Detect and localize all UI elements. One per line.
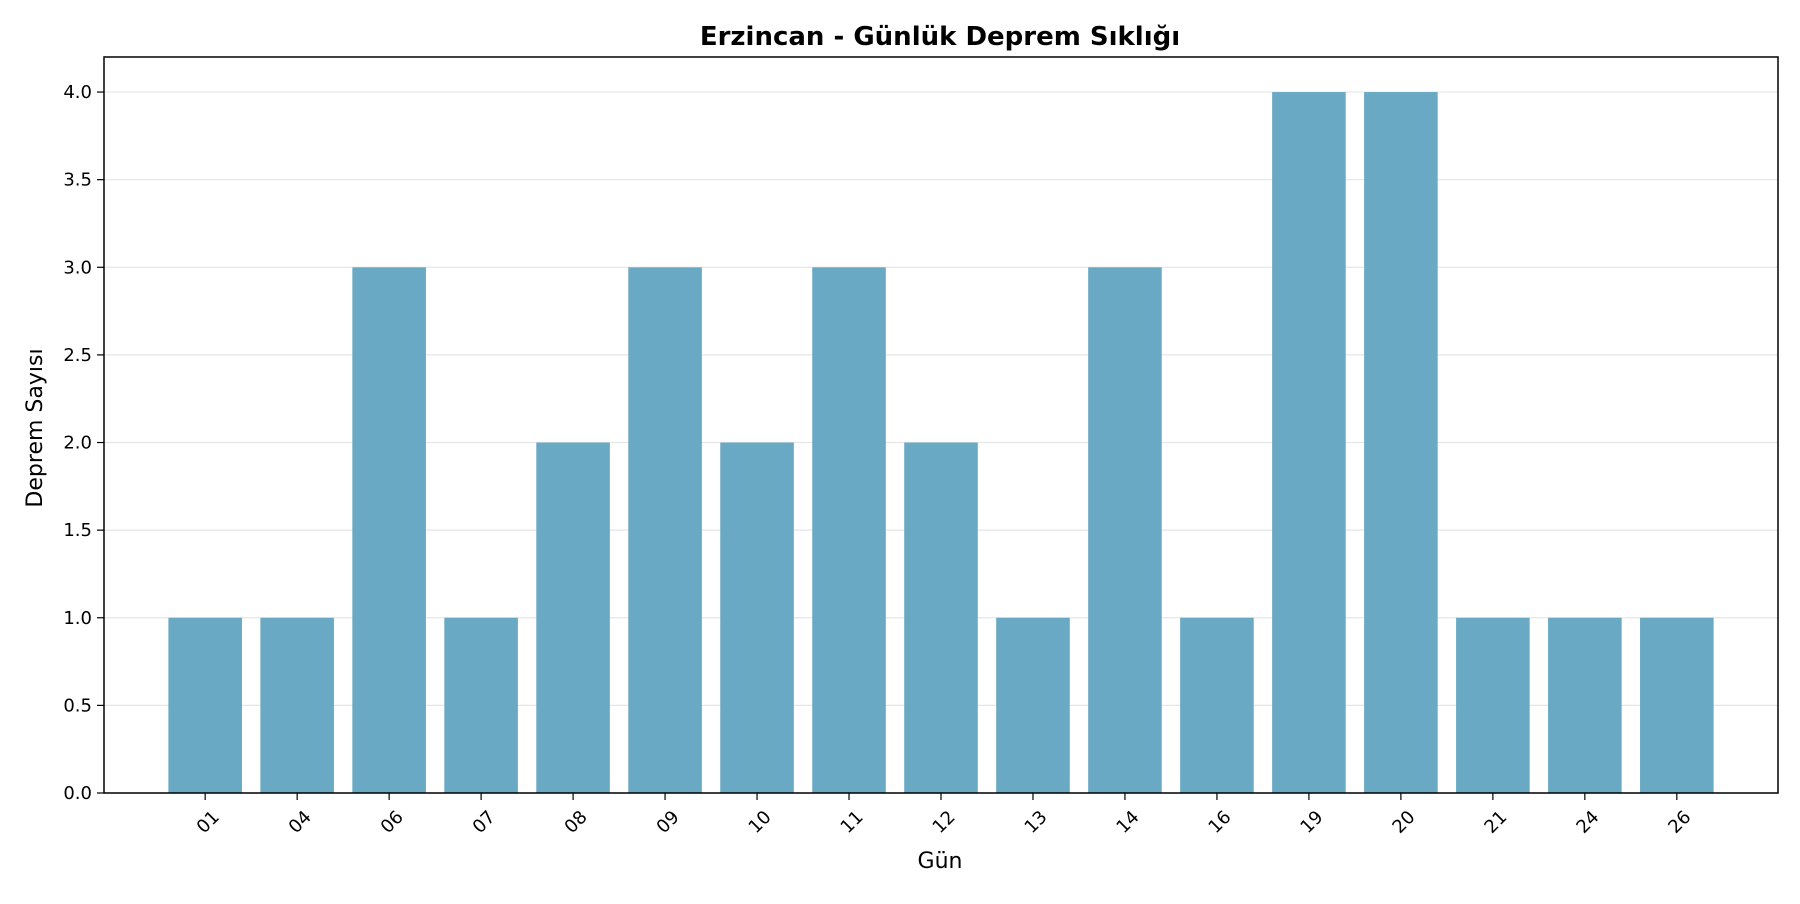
bar-13 — [996, 617, 1070, 793]
y-tick-label: 1.5 — [63, 520, 92, 541]
y-tick-label: 2.0 — [63, 433, 92, 454]
y-tick-label: 2.5 — [63, 345, 92, 366]
bar-12 — [904, 442, 978, 793]
chart-title: Erzincan - Günlük Deprem Sıklığı — [700, 22, 1180, 52]
x-axis-label: Gün — [918, 849, 963, 874]
y-tick-label: 4.0 — [63, 82, 92, 103]
bar-07 — [444, 617, 518, 793]
y-tick-label: 3.0 — [63, 257, 92, 278]
bar-26 — [1640, 617, 1714, 793]
y-tick-label: 1.0 — [63, 608, 92, 629]
y-tick-label: 0.5 — [63, 695, 92, 716]
bar-10 — [720, 442, 794, 793]
y-tick-label: 0.0 — [63, 783, 92, 804]
y-axis-ticks: 0.0 0.5 1.0 1.5 2.0 2.5 3.0 3.5 4.0 — [63, 82, 104, 804]
bar-24 — [1548, 617, 1622, 793]
bar-08 — [536, 442, 610, 793]
bar-19 — [1272, 92, 1346, 794]
bar-14 — [1088, 267, 1162, 793]
bar-04 — [260, 617, 334, 793]
bar-20 — [1364, 92, 1438, 794]
bars — [168, 92, 1714, 794]
bar-16 — [1180, 617, 1254, 793]
bar-01 — [168, 617, 242, 793]
bar-21 — [1456, 617, 1530, 793]
y-tick-label: 3.5 — [63, 170, 92, 191]
bar-11 — [812, 267, 886, 793]
y-axis-label: Deprem Sayısı — [23, 348, 48, 507]
bar-06 — [352, 267, 426, 793]
bar-09 — [628, 267, 702, 793]
